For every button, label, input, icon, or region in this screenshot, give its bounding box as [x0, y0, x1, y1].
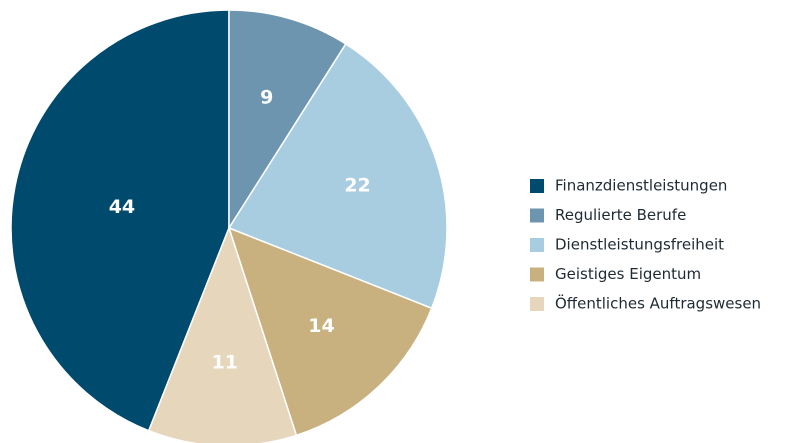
- data-label: 9: [260, 87, 273, 109]
- legend-label: Dienstleistungsfreiheit: [555, 236, 724, 254]
- data-label: 44: [109, 196, 135, 218]
- data-label: 14: [308, 315, 334, 337]
- legend-label: Finanzdienstleistungen: [555, 177, 727, 195]
- legend-swatch: [530, 267, 544, 282]
- pie-slice: [227, 42, 448, 310]
- legend-swatch: [530, 297, 544, 311]
- legend-swatch: [530, 238, 544, 252]
- legend-label: Regulierte Berufe: [555, 206, 686, 224]
- data-label: 11: [212, 352, 238, 374]
- pie-slice: [10, 9, 230, 432]
- legend-swatch: [530, 179, 544, 193]
- pie-slice: [147, 225, 298, 443]
- data-label: 22: [344, 175, 370, 197]
- pie-slice: [228, 9, 347, 231]
- legend-label: Öffentliches Auftragswesen: [555, 294, 761, 313]
- legend-swatch: [530, 208, 544, 223]
- legend-label: Geistiges Eigentum: [555, 265, 701, 283]
